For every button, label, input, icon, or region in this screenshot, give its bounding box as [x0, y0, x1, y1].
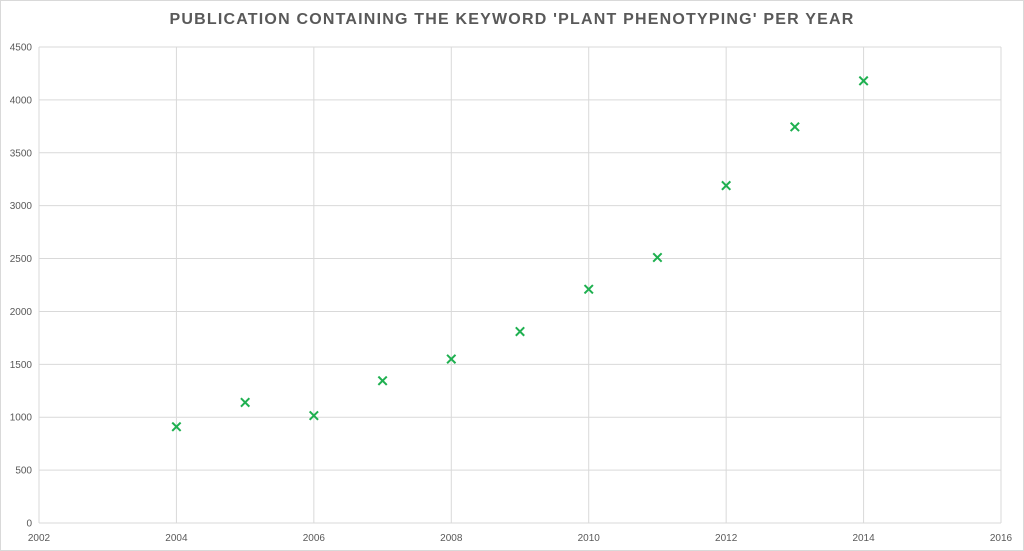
y-tick-label: 4000: [10, 95, 33, 106]
data-point: [583, 284, 594, 295]
y-tick-label: 1500: [10, 360, 33, 371]
x-tick-label: 2008: [440, 533, 463, 544]
data-point: [789, 121, 800, 132]
data-point-stroke: [446, 354, 457, 364]
x-tick-label: 2010: [578, 533, 601, 544]
data-point: [858, 75, 869, 86]
y-axis-ticks: 0 500 1000 1500 2000 2500 3000 3500 4000 4500: [10, 43, 33, 530]
y-tick-label: 500: [15, 466, 32, 477]
data-points: [171, 75, 869, 432]
data-point: [171, 421, 182, 432]
y-tick-label: 0: [26, 519, 32, 530]
data-point-stroke: [652, 252, 663, 263]
data-point-stroke: [515, 326, 525, 337]
chart-title: PUBLICATION CONTAINING THE KEYWORD 'PLAN…: [169, 11, 855, 28]
data-point: [446, 354, 457, 364]
x-tick-label: 2006: [303, 533, 326, 544]
data-point-stroke: [171, 421, 182, 432]
x-axis-ticks: 2002 2004 2006 2008 2010 2012 2014 2016: [28, 533, 1013, 544]
data-point: [308, 410, 319, 421]
data-point-stroke: [721, 180, 732, 191]
y-tick-label: 3000: [10, 201, 33, 212]
x-tick-label: 2012: [715, 533, 738, 544]
x-tick-label: 2002: [28, 533, 51, 544]
y-tick-label: 4500: [10, 43, 33, 54]
data-point: [721, 180, 732, 191]
data-point: [652, 252, 663, 263]
data-point: [377, 375, 388, 386]
y-tick-label: 3500: [10, 148, 33, 159]
y-tick-label: 2000: [10, 307, 33, 318]
data-point-stroke: [583, 284, 594, 295]
x-tick-label: 2014: [852, 533, 875, 544]
data-point-stroke: [308, 410, 319, 421]
y-tick-label: 2500: [10, 254, 33, 265]
data-point: [240, 397, 251, 408]
gridlines: [38, 46, 1002, 524]
x-tick-label: 2016: [990, 533, 1013, 544]
data-point-stroke: [377, 375, 388, 386]
data-point-stroke: [240, 397, 251, 408]
data-point: [515, 326, 525, 337]
x-tick-label: 2004: [165, 533, 188, 544]
data-point-stroke: [858, 75, 869, 86]
y-tick-label: 1000: [10, 413, 33, 424]
data-point-stroke: [789, 121, 800, 132]
